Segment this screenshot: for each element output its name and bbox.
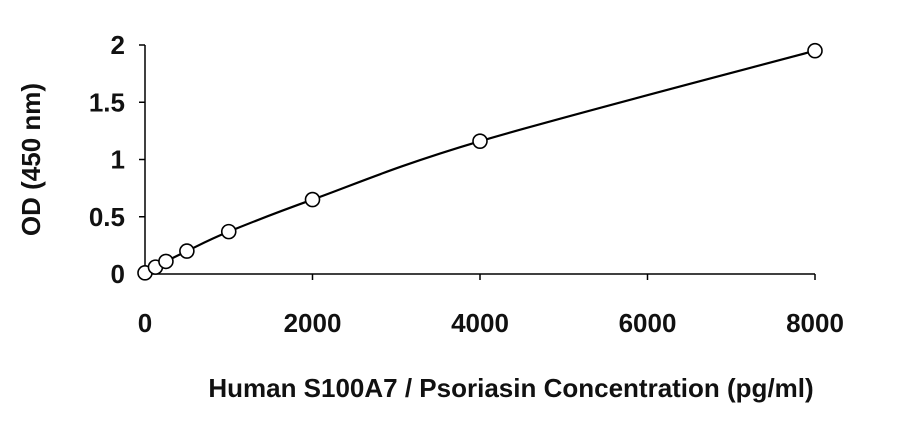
x-tick-label: 0	[138, 308, 152, 338]
data-point	[220, 223, 237, 240]
x-tick-label: 2000	[284, 308, 342, 338]
y-tick-label: 1	[111, 145, 125, 175]
y-tick-label: 0.5	[89, 202, 125, 232]
fit-curve	[144, 49, 816, 274]
x-tick-label: 4000	[451, 308, 509, 338]
y-tick-label: 1.5	[89, 87, 125, 117]
data-point	[304, 191, 321, 208]
y-ticks: 0 0.5 1 1.5 2	[89, 30, 145, 289]
axes: 0 0.5 1 1.5 2 0 2000 4000 6000 8000	[89, 30, 844, 338]
data-point	[158, 253, 174, 270]
y-tick-label: 2	[111, 30, 125, 60]
data-point	[179, 243, 195, 259]
data-point	[472, 133, 488, 149]
data-points	[137, 42, 823, 281]
x-ticks: 0 2000 4000 6000 8000	[138, 274, 844, 338]
y-axis-title: OD (450 nm)	[16, 83, 46, 236]
x-tick-label: 8000	[786, 308, 844, 338]
x-axis-title: Human S100A7 / Psoriasin Concentration (…	[208, 373, 813, 403]
x-tick-label: 6000	[619, 308, 677, 338]
y-tick-label: 0	[111, 259, 125, 289]
data-point	[807, 42, 823, 59]
